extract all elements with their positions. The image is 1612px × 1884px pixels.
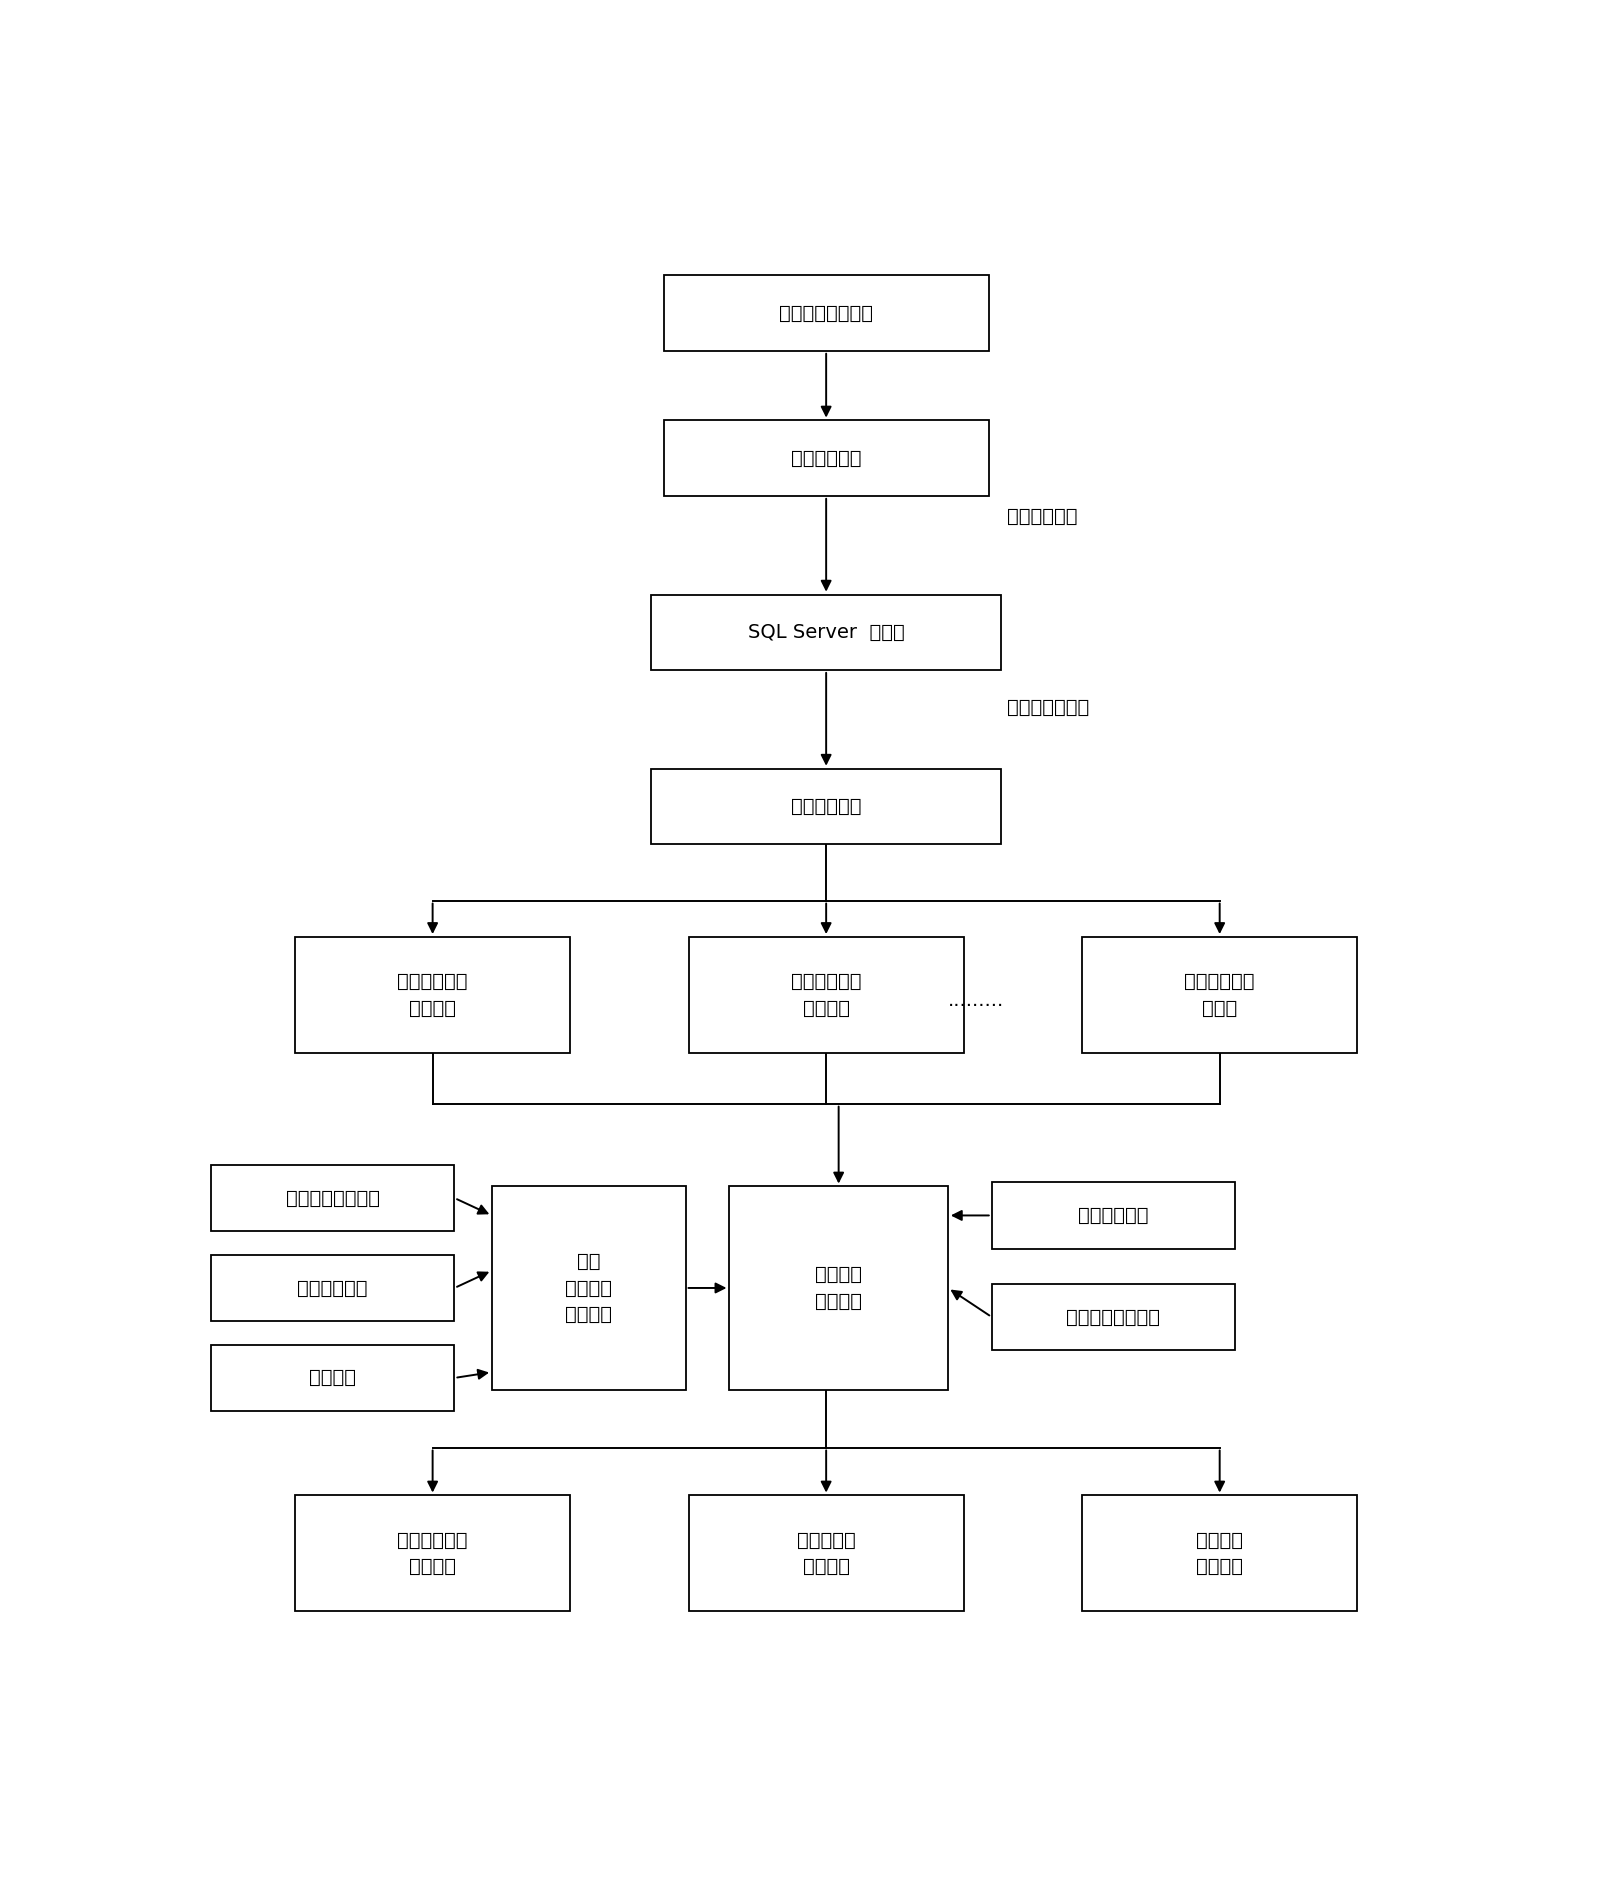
- Text: 实时数据采集模块: 实时数据采集模块: [779, 303, 874, 322]
- Text: 数据筛选模块: 数据筛选模块: [791, 797, 861, 816]
- Bar: [1082, 1496, 1357, 1611]
- Text: SQL Server  数据库: SQL Server 数据库: [748, 624, 904, 642]
- Text: 蓄热室区域温
度数据: 蓄热室区域温 度数据: [1185, 972, 1254, 1017]
- Text: 区域温度曲线
生成模块: 区域温度曲线 生成模块: [398, 1530, 467, 1577]
- Bar: [211, 1255, 455, 1321]
- Bar: [688, 936, 964, 1053]
- Bar: [651, 595, 1001, 671]
- Bar: [492, 1187, 685, 1390]
- Bar: [664, 275, 988, 350]
- Text: 烘炉时间: 烘炉时间: [310, 1368, 356, 1387]
- Text: 温度报警参数: 温度报警参数: [1078, 1206, 1149, 1225]
- Bar: [664, 420, 988, 495]
- Bar: [688, 1496, 964, 1611]
- Bar: [991, 1283, 1235, 1351]
- Bar: [991, 1181, 1235, 1249]
- Text: ·········: ·········: [948, 997, 1004, 1015]
- Text: 均值温度计算模块: 均值温度计算模块: [1067, 1307, 1161, 1326]
- Text: 计算结果
存储模块: 计算结果 存储模块: [1196, 1530, 1243, 1577]
- Bar: [651, 769, 1001, 844]
- Text: 异常温度点
报警模块: 异常温度点 报警模块: [796, 1530, 856, 1577]
- Bar: [211, 1164, 455, 1232]
- Bar: [295, 936, 571, 1053]
- Text: 管理火道区域
温度数据: 管理火道区域 温度数据: [398, 972, 467, 1017]
- Text: 管理火道计划温度: 管理火道计划温度: [285, 1189, 380, 1208]
- Text: 区域
计划温度
计算模块: 区域 计划温度 计算模块: [566, 1253, 613, 1324]
- Text: 数据转换模块: 数据转换模块: [791, 448, 861, 467]
- Bar: [211, 1345, 455, 1411]
- Bar: [729, 1187, 948, 1390]
- Text: 区域温度
处理模块: 区域温度 处理模块: [816, 1266, 862, 1311]
- Text: 数据写入触发器: 数据写入触发器: [1008, 699, 1090, 718]
- Text: 区域温度比例: 区域温度比例: [298, 1279, 368, 1298]
- Bar: [295, 1496, 571, 1611]
- Bar: [1082, 936, 1357, 1053]
- Text: 实时数据写入: 实时数据写入: [1008, 507, 1078, 526]
- Text: 直行火道区域
温度数据: 直行火道区域 温度数据: [791, 972, 861, 1017]
